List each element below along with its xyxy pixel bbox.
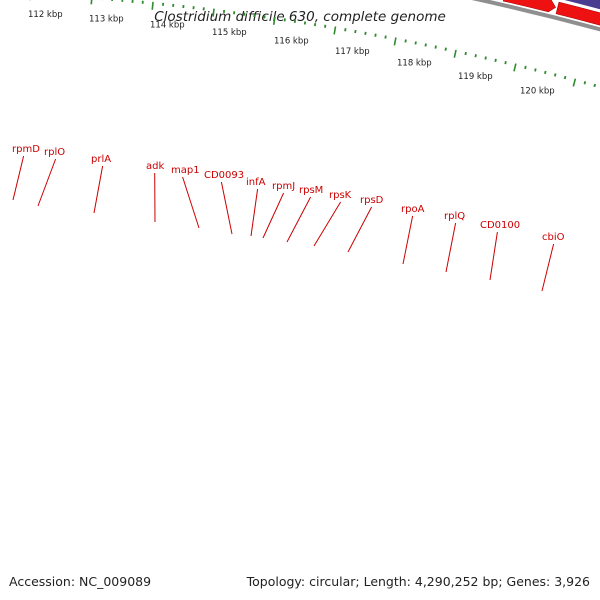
inner-tick (553, 73, 557, 77)
inner-tick (474, 54, 477, 58)
gene-leader-line (541, 243, 555, 292)
cds-arrow-track (502, 0, 600, 26)
inner-tick-track (29, 0, 597, 88)
inner-tick (90, 0, 93, 5)
cds-arrow (502, 0, 556, 13)
inner-tick (484, 56, 487, 60)
inner-tick (333, 26, 337, 35)
gene-leader-line (445, 222, 457, 273)
gene-label: rplQ (444, 211, 465, 222)
inner-tick (272, 16, 276, 25)
gene-leader-line (93, 165, 104, 214)
gene-label: rpsK (329, 190, 352, 201)
gene-label: CD0100 (480, 220, 520, 231)
accession-text: Accession: NC_009089 (9, 574, 152, 589)
inner-tick (494, 58, 497, 63)
inner-tick (414, 41, 417, 45)
inner-tick (544, 70, 547, 75)
kbp-label: 117 kbp (335, 47, 370, 57)
gene-label: rplO (44, 147, 65, 158)
genome-summary-text: Topology: circular; Length: 4,290,252 bp… (246, 574, 590, 589)
inner-tick (212, 8, 215, 17)
gene-label: rpsM (299, 185, 323, 196)
inner-tick (344, 28, 347, 32)
gene-leader-line (37, 158, 57, 207)
gene-label: rpmJ (272, 181, 295, 192)
kbp-label: 119 kbp (458, 72, 493, 82)
inner-tick (572, 78, 577, 87)
inner-tick (364, 31, 367, 35)
inner-tick (464, 51, 467, 56)
gene-leader-line (286, 196, 312, 243)
gene-leader-line (182, 176, 200, 229)
feature-track (560, 0, 600, 11)
inner-tick (593, 83, 597, 88)
kbp-label: 115 kbp (212, 28, 247, 38)
gene-label: rpmD (12, 144, 40, 155)
gene-leader-line (12, 155, 25, 201)
inner-tick (563, 75, 567, 80)
kbp-label: 116 kbp (274, 37, 309, 47)
inner-tick (354, 29, 357, 34)
gene-label: adk (146, 161, 164, 172)
gene-leader-line (262, 192, 285, 239)
cds-arrow (555, 1, 600, 26)
gene-label: CD0093 (204, 170, 244, 181)
backbone-arc (471, 0, 600, 32)
gene-label-leaders (12, 155, 555, 292)
inner-tick (534, 68, 537, 72)
inner-tick (424, 43, 427, 47)
inner-tick (374, 33, 377, 37)
inner-tick (583, 81, 587, 85)
gene-label: cbiO (542, 232, 565, 243)
kbp-label-layer: 112 kbp 113 kbp 114 kbp 115 kbp 116 kbp 117 k… (28, 10, 555, 97)
gene-leader-line (402, 215, 414, 265)
gene-label: infA (246, 177, 266, 188)
inner-tick (453, 49, 457, 58)
gene-leader-line (313, 201, 342, 247)
gene-leader-line (489, 231, 498, 281)
gene-label: rpsD (360, 195, 384, 206)
gene-leader-line (347, 206, 373, 253)
gene-leader-line (220, 181, 233, 235)
inner-tick (404, 39, 407, 43)
inner-tick (151, 1, 154, 10)
kbp-label: 112 kbp (28, 10, 63, 20)
inner-tick (434, 45, 437, 49)
gene-label: rpoA (401, 204, 425, 215)
inner-tick (504, 61, 507, 65)
kbp-label: 118 kbp (397, 59, 432, 69)
kbp-label: 120 kbp (520, 87, 555, 97)
gene-leader-line (250, 188, 259, 237)
backbone-track (471, 0, 600, 32)
kbp-label: 114 kbp (150, 20, 185, 30)
inner-tick (393, 37, 397, 46)
kbp-label: 113 kbp (89, 15, 124, 25)
gene-label: map1 (171, 165, 200, 176)
inner-tick (524, 65, 527, 70)
inner-tick (384, 35, 387, 39)
inner-tick (444, 47, 447, 51)
map-title: Clostridium difficile 630, complete geno… (154, 9, 446, 25)
inner-tick (513, 63, 517, 72)
gene-label: prlA (91, 154, 111, 165)
feature-block-cbiO (560, 0, 600, 11)
